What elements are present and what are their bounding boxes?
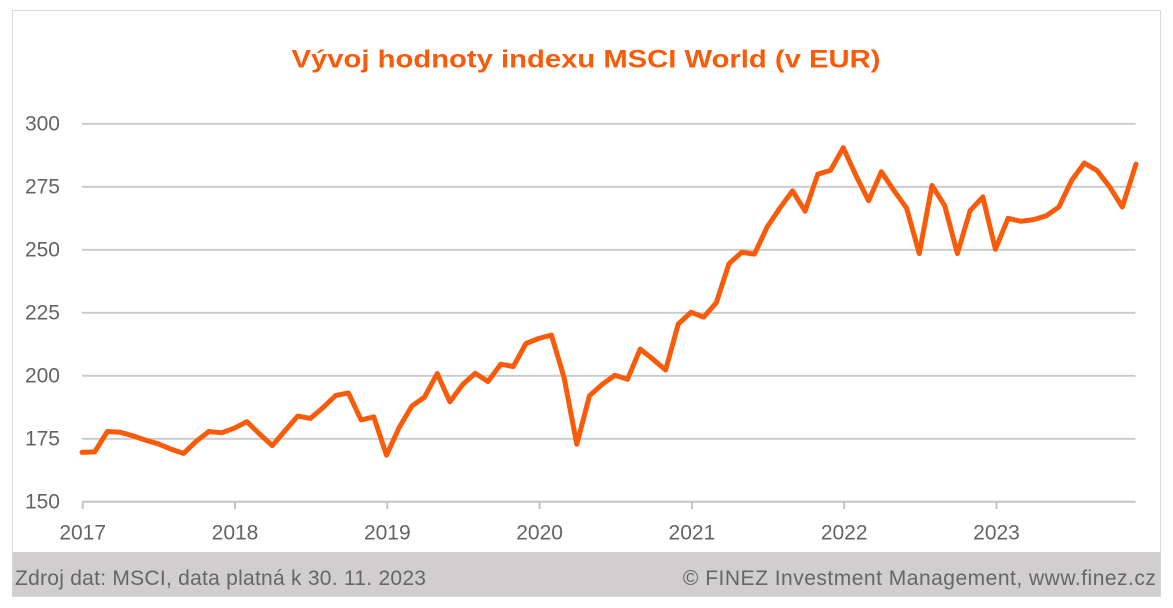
svg-text:2021: 2021 (669, 522, 716, 545)
svg-text:2020: 2020 (516, 522, 563, 545)
svg-text:2019: 2019 (364, 522, 411, 545)
svg-text:2022: 2022 (821, 522, 868, 545)
svg-text:250: 250 (25, 239, 60, 262)
svg-text:2017: 2017 (59, 522, 106, 545)
svg-text:300: 300 (25, 113, 60, 136)
svg-text:200: 200 (25, 365, 60, 388)
svg-text:2018: 2018 (212, 522, 259, 545)
svg-text:2023: 2023 (973, 522, 1020, 545)
svg-text:Vývoj hodnoty indexu MSCI Worl: Vývoj hodnoty indexu MSCI World (v EUR) (292, 45, 881, 73)
svg-text:275: 275 (25, 176, 60, 199)
svg-text:© FINEZ Investment Management,: © FINEZ Investment Management, www.finez… (683, 567, 1156, 590)
svg-text:150: 150 (25, 491, 60, 514)
svg-text:Zdroj dat: MSCI, data platná k: Zdroj dat: MSCI, data platná k 30. 11. 2… (15, 567, 426, 590)
svg-text:225: 225 (25, 302, 60, 325)
svg-text:175: 175 (25, 428, 60, 451)
